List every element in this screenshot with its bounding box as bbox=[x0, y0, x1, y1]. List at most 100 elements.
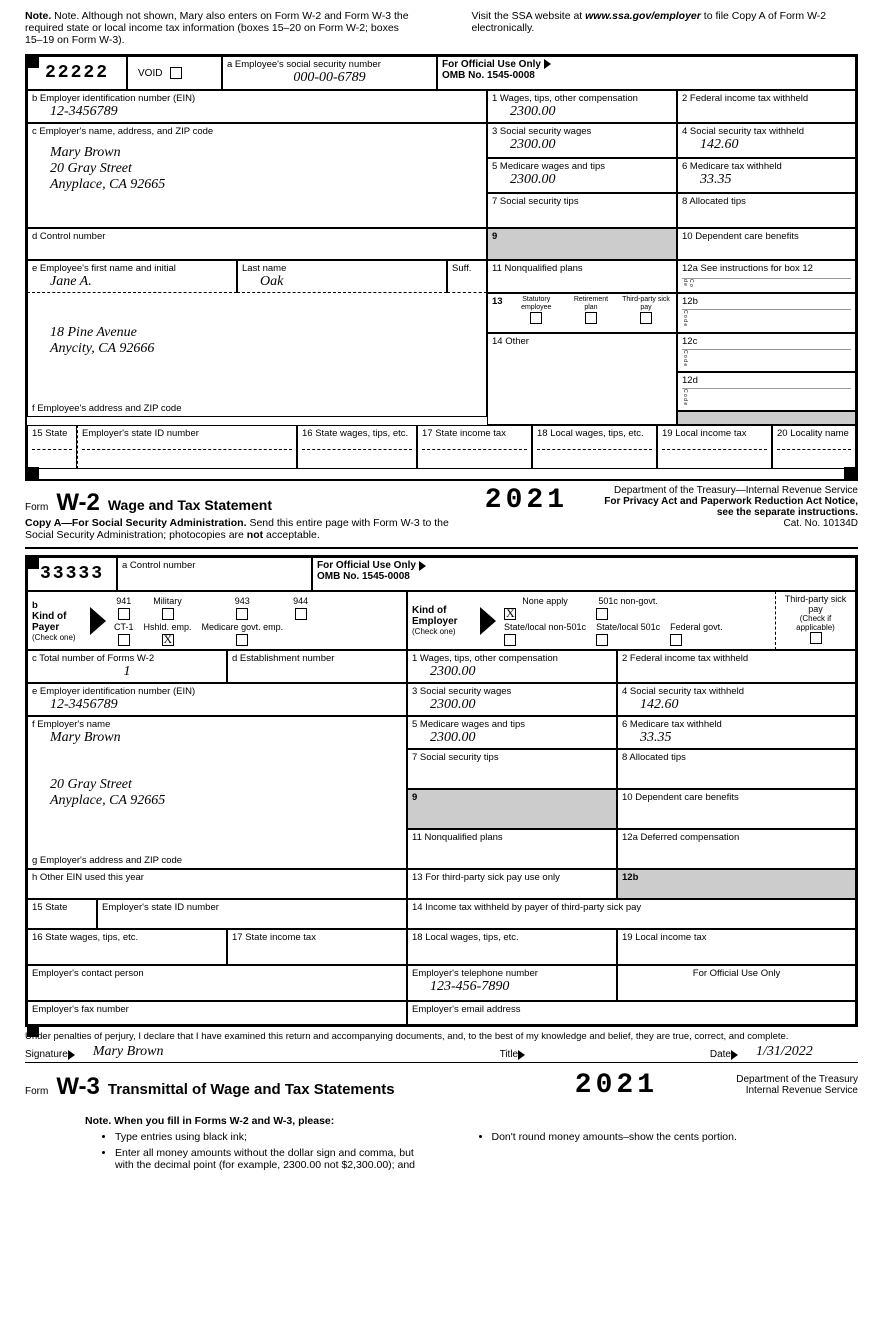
w2-box18: 18 Local wages, tips, etc. bbox=[532, 425, 657, 469]
w2-formnum: 22222 bbox=[27, 56, 127, 90]
w3-official2: For Official Use Only bbox=[617, 965, 856, 1001]
emp-501c-checkbox[interactable] bbox=[596, 608, 608, 620]
w3-box14: 14 Income tax withheld by payer of third… bbox=[407, 899, 856, 929]
emp-state-checkbox[interactable] bbox=[504, 634, 516, 646]
void-checkbox[interactable] bbox=[170, 67, 182, 79]
w2-box-d: d Control number bbox=[27, 228, 487, 260]
w3-box16: 16 State wages, tips, etc. bbox=[27, 929, 227, 965]
w3-box2: 2 Federal income tax withheld bbox=[617, 650, 856, 683]
statutory-checkbox[interactable] bbox=[530, 312, 542, 324]
w3-contact: Employer's contact person bbox=[27, 965, 407, 1001]
w3-box15-id: Employer's state ID number bbox=[97, 899, 407, 929]
w3-box7: 7 Social security tips bbox=[407, 749, 617, 789]
perjury: Under penalties of perjury, I declare th… bbox=[25, 1031, 858, 1042]
official-use: For Official Use Only OMB No. 1545-0008 bbox=[437, 56, 856, 90]
w2-box5: 5 Medicare wages and tips 2300.00 bbox=[487, 158, 677, 193]
w2-box13: 13 Statutory employee Retirement plan Th… bbox=[487, 293, 677, 333]
w3-box5: 5 Medicare wages and tips2300.00 bbox=[407, 716, 617, 749]
w3-formnum: 33333 bbox=[27, 557, 117, 591]
w3-box-e: e Employer identification number (EIN)12… bbox=[27, 683, 407, 716]
footer-notes: Note. When you fill in Forms W-2 and W-3… bbox=[85, 1115, 798, 1171]
w3-email: Employer's email address bbox=[407, 1001, 856, 1025]
w3-box15-state: 15 State bbox=[27, 899, 97, 929]
w3-box13: 13 For third-party sick pay use only bbox=[407, 869, 617, 899]
note-left: Note. Although not shown, Mary also ente… bbox=[25, 10, 409, 46]
w3-box9: 9 bbox=[407, 789, 617, 829]
w2-box12b: 12bC o d e bbox=[677, 293, 856, 333]
w2-box-a: a Employee's social security number 000-… bbox=[222, 56, 437, 90]
w3-box8: 8 Allocated tips bbox=[617, 749, 856, 789]
w3-box18: 18 Local wages, tips, etc. bbox=[407, 929, 617, 965]
payer-941-checkbox[interactable] bbox=[118, 608, 130, 620]
w2-box19: 19 Local income tax bbox=[657, 425, 772, 469]
triangle-icon bbox=[731, 1050, 738, 1060]
w3-box19: 19 Local income tax bbox=[617, 929, 856, 965]
triangle-icon bbox=[68, 1050, 75, 1060]
w3-year: 2021 bbox=[575, 1070, 658, 1101]
sickpay-checkbox[interactable] bbox=[640, 312, 652, 324]
w3-box17: 17 State income tax bbox=[227, 929, 407, 965]
w3-thirdparty: Third-party sick pay (Check if applicabl… bbox=[776, 591, 856, 650]
w2-emp-addr: 18 Pine Avenue Anycity, CA 92666 f Emplo… bbox=[27, 293, 487, 417]
w3-box-f: f Employer's nameMary Brown bbox=[27, 716, 407, 749]
w2-box20: 20 Locality name bbox=[772, 425, 856, 469]
w3-box10: 10 Dependent care benefits bbox=[617, 789, 856, 829]
w2-box-b: b Employer identification number (EIN) 1… bbox=[27, 90, 487, 123]
payer-med-checkbox[interactable] bbox=[236, 634, 248, 646]
triangle-icon bbox=[544, 59, 551, 69]
w2-box16: 16 State wages, tips, etc. bbox=[297, 425, 417, 469]
w3-kind-employer: Kind of Employer (Check one) None apply5… bbox=[407, 591, 776, 650]
w3-kind-payer: b Kind of Payer (Check one) 941Military9… bbox=[27, 591, 407, 650]
w2-box4: 4 Social security tax withheld 142.60 bbox=[677, 123, 856, 158]
w2-box15-id: Employer's state ID number bbox=[77, 425, 297, 469]
w3-box4: 4 Social security tax withheld142.60 bbox=[617, 683, 856, 716]
w3-box-c: c Total number of Forms W-2 1 bbox=[27, 650, 227, 683]
w3-addr: 20 Gray Street Anyplace, CA 92665 g Empl… bbox=[27, 749, 407, 869]
payer-944-checkbox[interactable] bbox=[295, 608, 307, 620]
void-cell: VOID bbox=[127, 56, 222, 90]
emp-none-checkbox[interactable] bbox=[504, 608, 516, 620]
w2-box12a: 12a See instructions for box 12C o d e bbox=[677, 260, 856, 293]
w2-footer: Form W-2 Wage and Tax Statement Copy A—F… bbox=[25, 485, 858, 541]
w2-suff: Suff. bbox=[447, 260, 487, 293]
w3-box-h: h Other EIN used this year bbox=[27, 869, 407, 899]
emp-state501-checkbox[interactable] bbox=[596, 634, 608, 646]
top-notes: Note. Note. Although not shown, Mary als… bbox=[25, 10, 858, 46]
w3-footer: Form W-3 Transmittal of Wage and Tax Sta… bbox=[25, 1069, 858, 1101]
signature-row: Signature Mary Brown Title Date 1/31/202… bbox=[25, 1044, 858, 1063]
w2-box-e-first: e Employee's first name and initial Jane… bbox=[27, 260, 237, 293]
w3-form: 33333 a Control number For Official Use … bbox=[25, 555, 858, 1027]
w2-box11: 11 Nonqualified plans bbox=[487, 260, 677, 293]
payer-ct1-checkbox[interactable] bbox=[118, 634, 130, 646]
w3-box3: 3 Social security wages2300.00 bbox=[407, 683, 617, 716]
triangle-icon bbox=[90, 607, 106, 635]
w3-box6: 6 Medicare tax withheld33.35 bbox=[617, 716, 856, 749]
w2-box12c: 12cC o d e bbox=[677, 333, 856, 372]
payer-943-checkbox[interactable] bbox=[236, 608, 248, 620]
triangle-icon bbox=[480, 607, 496, 635]
w3-official: For Official Use Only OMB No. 1545-0008 bbox=[312, 557, 856, 591]
thirdparty-checkbox[interactable] bbox=[810, 632, 822, 644]
w2-box8: 8 Allocated tips bbox=[677, 193, 856, 228]
w2-box17: 17 State income tax bbox=[417, 425, 532, 469]
w2-year: 2021 bbox=[485, 485, 568, 516]
w2-box-c: c Employer's name, address, and ZIP code… bbox=[27, 123, 487, 228]
retirement-checkbox[interactable] bbox=[585, 312, 597, 324]
payer-mil-checkbox[interactable] bbox=[162, 608, 174, 620]
w2-box12d: 12dC o d e bbox=[677, 372, 856, 411]
w2-box7: 7 Social security tips bbox=[487, 193, 677, 228]
w3-fax: Employer's fax number bbox=[27, 1001, 407, 1025]
w2-box1: 1 Wages, tips, other compensation 2300.0… bbox=[487, 90, 677, 123]
w2-box9: 9 bbox=[487, 228, 677, 260]
w2-box14: 14 Other bbox=[487, 333, 677, 425]
w2-box-e-last: Last name Oak bbox=[237, 260, 447, 293]
w3-box12b: 12b bbox=[617, 869, 856, 899]
w2-form: 22222 VOID a Employee's social security … bbox=[25, 54, 858, 469]
emp-fed-checkbox[interactable] bbox=[670, 634, 682, 646]
payer-hshld-checkbox[interactable] bbox=[162, 634, 174, 646]
w3-box1: 1 Wages, tips, other compensation2300.00 bbox=[407, 650, 617, 683]
w3-box-d: d Establishment number bbox=[227, 650, 407, 683]
w2-box2: 2 Federal income tax withheld bbox=[677, 90, 856, 123]
w3-box11: 11 Nonqualified plans bbox=[407, 829, 617, 869]
w3-phone: Employer's telephone number123-456-7890 bbox=[407, 965, 617, 1001]
